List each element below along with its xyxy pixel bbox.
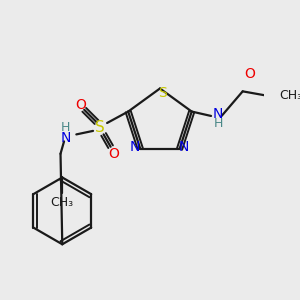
Text: N: N bbox=[61, 131, 71, 145]
Text: N: N bbox=[130, 140, 140, 154]
Text: S: S bbox=[158, 86, 167, 100]
Text: H: H bbox=[61, 121, 70, 134]
Text: CH₃: CH₃ bbox=[51, 196, 74, 208]
Text: O: O bbox=[244, 67, 255, 81]
Text: CH₃: CH₃ bbox=[280, 89, 300, 102]
Text: H: H bbox=[213, 117, 223, 130]
Text: S: S bbox=[95, 120, 105, 135]
Text: N: N bbox=[213, 107, 223, 121]
Text: O: O bbox=[109, 147, 120, 161]
Text: N: N bbox=[179, 140, 189, 154]
Text: O: O bbox=[75, 98, 86, 112]
